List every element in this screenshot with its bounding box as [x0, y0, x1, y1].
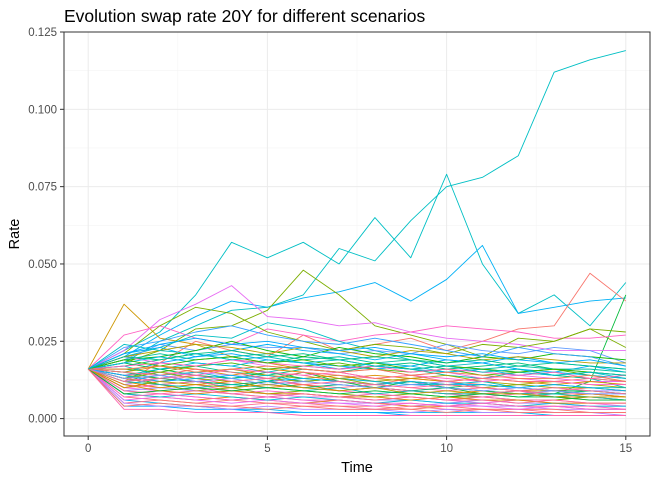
- series-line-67: [88, 368, 626, 395]
- series-line-61: [87, 368, 626, 410]
- series-line-2: [88, 244, 626, 370]
- series-line-36: [87, 368, 626, 413]
- y-tick-label: 0.075: [28, 182, 57, 194]
- series-line-11: [88, 306, 626, 370]
- series-line-52: [88, 337, 626, 370]
- series-line-54: [88, 359, 626, 379]
- series-line-51: [88, 368, 626, 382]
- x-tick-label: 15: [619, 443, 632, 455]
- series-line-62: [88, 350, 626, 370]
- y-tick-label: 0.050: [28, 259, 57, 271]
- series-line-64: [87, 368, 626, 416]
- chart-title: Evolution swap rate 20Y for different sc…: [64, 6, 425, 26]
- x-tick-label: 0: [85, 443, 91, 455]
- series-line-8: [87, 285, 626, 370]
- series-line-44: [88, 343, 626, 370]
- series-lines: [87, 50, 627, 416]
- x-tick-label: 10: [440, 443, 453, 455]
- x-tick-label: 5: [264, 443, 270, 455]
- series-line-65: [87, 368, 626, 398]
- y-tick-label: 0.000: [28, 414, 57, 426]
- series-line-24: [88, 340, 626, 370]
- series-line-1: [87, 173, 627, 370]
- y-tick-label: 0.100: [28, 104, 57, 116]
- x-axis-title: Time: [341, 460, 373, 476]
- y-tick-label: 0.125: [28, 27, 57, 39]
- series-line-66: [87, 343, 626, 376]
- y-axis: 0.000 0.025 0.050 0.075 0.100 0.125: [28, 27, 64, 426]
- x-axis: 0 5 10 15: [85, 436, 632, 455]
- series-line-60: [88, 365, 626, 382]
- series-line-9: [87, 325, 626, 370]
- y-tick-label: 0.025: [28, 336, 57, 348]
- series-line-3: [88, 50, 626, 370]
- series-line-43: [88, 368, 626, 386]
- series-line-25: [87, 325, 626, 370]
- series-line-46: [87, 368, 626, 410]
- series-line-69: [87, 368, 626, 413]
- series-line-68: [87, 368, 626, 401]
- series-line-57: [88, 356, 626, 376]
- series-line-6: [88, 269, 627, 370]
- plot-panel-border: [63, 31, 651, 437]
- series-line-58: [87, 368, 626, 404]
- y-axis-title: Rate: [7, 219, 23, 250]
